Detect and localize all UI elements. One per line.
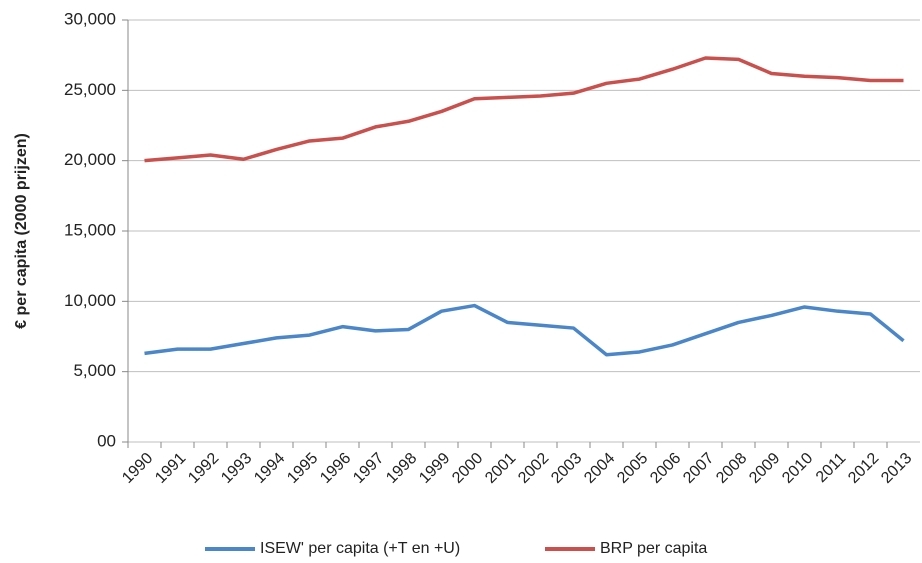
legend-label: ISEW' per capita (+T en +U)	[260, 540, 460, 557]
x-tick-label: 1999	[416, 450, 453, 487]
x-tick-label: 1996	[317, 450, 354, 487]
x-tick-label: 1993	[218, 450, 255, 487]
x-tick-label: 1994	[251, 450, 288, 487]
y-tick-label: 5,000	[73, 361, 116, 380]
x-tick-label: 1992	[185, 450, 222, 487]
x-tick-label: 2005	[614, 450, 651, 487]
x-tick-label: 2000	[449, 450, 486, 487]
y-tick-label: 30,000	[64, 9, 116, 28]
x-tick-label: 2008	[713, 450, 750, 487]
x-tick-label: 2004	[581, 450, 618, 487]
x-tick-label: 1991	[152, 450, 189, 487]
x-tick-label: 2012	[845, 450, 882, 487]
x-tick-label: 2001	[482, 450, 519, 487]
x-tick-label: 2010	[779, 450, 816, 487]
data-line	[144, 303, 905, 357]
x-tick-label: 1990	[119, 450, 156, 487]
y-axis-label: € per capita (2000 prijzen)	[13, 133, 30, 329]
x-tick-label: 1995	[284, 450, 321, 487]
y-tick-label: 20,000	[64, 150, 116, 169]
y-tick-label: 00	[97, 431, 116, 450]
x-tick-label: 2006	[647, 450, 684, 487]
legend-label: BRP per capita	[600, 540, 707, 557]
x-tick-label: 1997	[350, 450, 387, 487]
x-tick-label: 2003	[548, 450, 585, 487]
x-tick-label: 2009	[746, 450, 783, 487]
data-line	[144, 56, 904, 163]
y-tick-label: 25,000	[64, 80, 116, 99]
x-tick-label: 2013	[878, 450, 915, 487]
y-tick-label: 10,000	[64, 291, 116, 310]
y-tick-label: 15,000	[64, 220, 116, 239]
x-tick-label: 1998	[383, 450, 420, 487]
x-tick-label: 2011	[813, 450, 849, 486]
x-tick-label: 2002	[515, 450, 552, 487]
x-tick-label: 2007	[680, 450, 717, 487]
